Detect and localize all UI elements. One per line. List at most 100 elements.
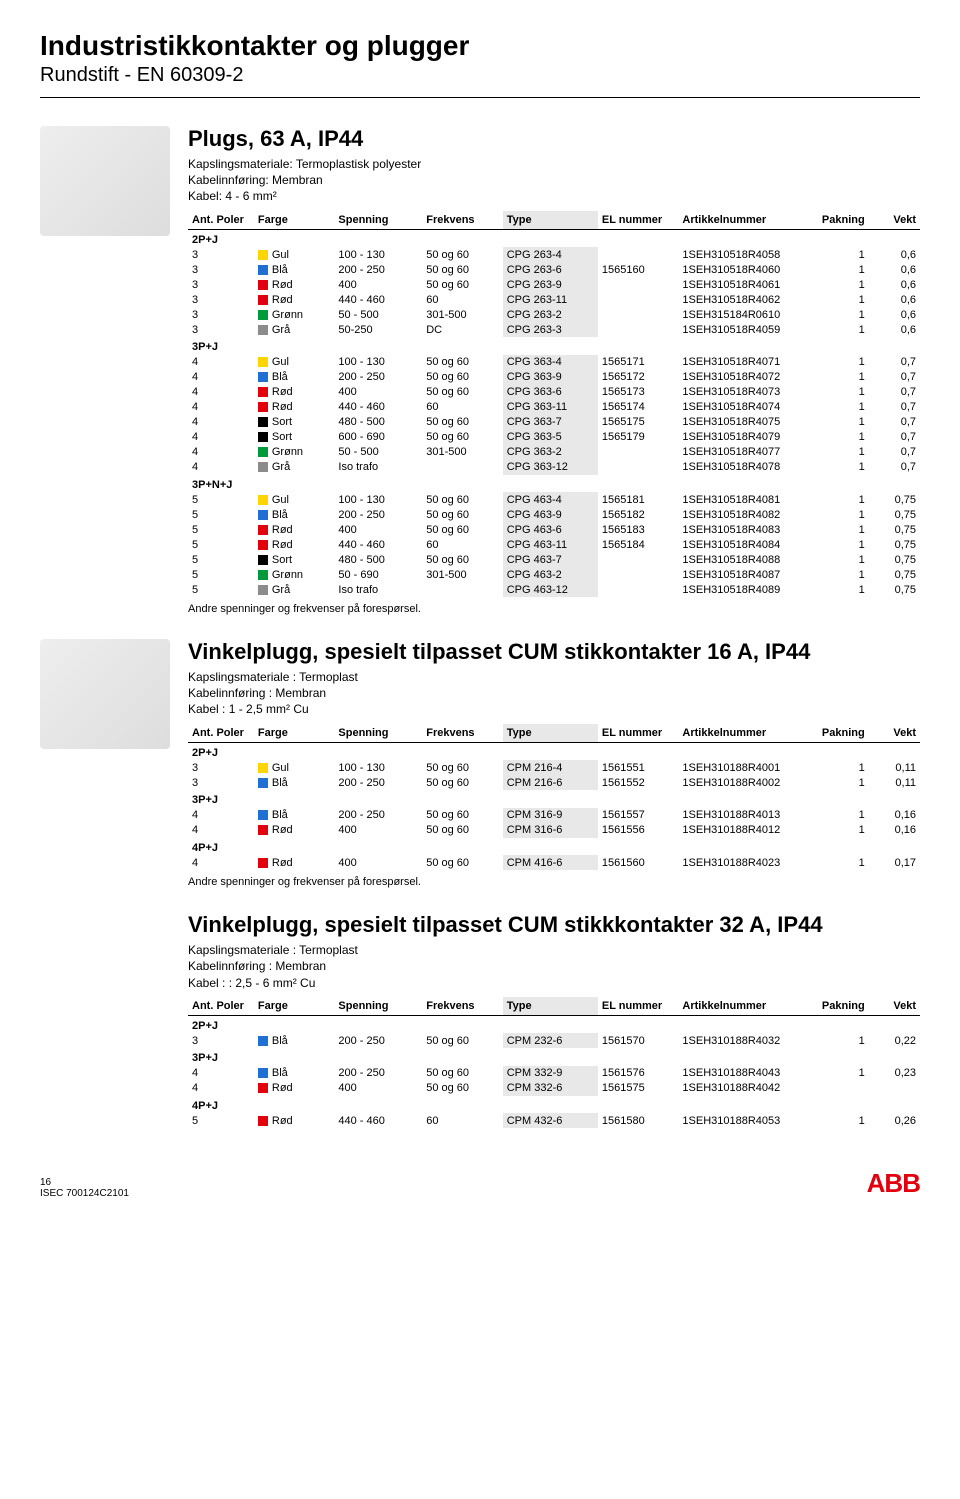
section-note: Andre spenninger og frekvenser på foresp… <box>188 876 920 888</box>
table-cell: 1561575 <box>598 1081 679 1096</box>
table-cell: 3 <box>188 277 254 292</box>
table-cell: 1 <box>817 292 868 307</box>
column-header: Ant. Poler <box>188 724 254 743</box>
column-header: Spenning <box>334 997 422 1016</box>
table-cell <box>598 307 679 322</box>
table-cell: Grå <box>254 460 335 475</box>
table-cell: 1SEH310188R4023 <box>678 855 817 870</box>
table-cell: 1 <box>817 855 868 870</box>
table-cell: 0,75 <box>869 522 920 537</box>
section-title: Vinkelplugg, spesielt tilpasset CUM stik… <box>188 639 920 665</box>
table-cell: Rød <box>254 823 335 838</box>
group-row: 3P+J <box>188 337 920 355</box>
color-swatch <box>258 858 268 868</box>
table-row: 4Rød40050 og 60CPG 363-615651731SEH31051… <box>188 385 920 400</box>
table-cell: 4 <box>188 823 254 838</box>
table-row: 3Grå50-250DCCPG 263-31SEH310518R405910,6 <box>188 322 920 337</box>
table-cell: Sort <box>254 415 335 430</box>
table-cell: 1SEH310518R4073 <box>678 385 817 400</box>
table-row: 4Sort600 - 69050 og 60CPG 363-515651791S… <box>188 430 920 445</box>
table-cell: 0,75 <box>869 567 920 582</box>
table-cell: 50 og 60 <box>422 823 503 838</box>
section-specs: Kapslingsmateriale : TermoplastKabelinnf… <box>188 669 920 718</box>
table-cell: 1SEH310518R4083 <box>678 522 817 537</box>
table-cell: 1 <box>817 1113 868 1128</box>
color-swatch <box>258 417 268 427</box>
table-cell: 1SEH310188R4042 <box>678 1081 817 1096</box>
table-cell: CPG 363-4 <box>503 355 598 370</box>
table-cell: 1SEH310188R4032 <box>678 1033 817 1048</box>
table-cell: 400 <box>334 522 422 537</box>
color-swatch <box>258 1116 268 1126</box>
table-cell: 1565184 <box>598 537 679 552</box>
table-cell: 1SEH310518R4082 <box>678 507 817 522</box>
page-heading: Industristikkontakter og plugger <box>40 30 920 62</box>
table-row: 4Blå200 - 25050 og 60CPM 332-915615761SE… <box>188 1066 920 1081</box>
table-cell: 1SEH310518R4081 <box>678 492 817 507</box>
color-swatch <box>258 432 268 442</box>
table-cell: 0,6 <box>869 247 920 262</box>
table-cell: CPG 463-7 <box>503 552 598 567</box>
table-row: 3Gul100 - 13050 og 60CPG 263-41SEH310518… <box>188 247 920 262</box>
table-cell: 1SEH310518R4087 <box>678 567 817 582</box>
table-cell: 4 <box>188 430 254 445</box>
table-cell: CPG 363-12 <box>503 460 598 475</box>
table-cell: 1 <box>817 247 868 262</box>
table-cell: 1565181 <box>598 492 679 507</box>
color-swatch <box>258 310 268 320</box>
table-cell: CPG 463-6 <box>503 522 598 537</box>
table-cell: Blå <box>254 262 335 277</box>
table-cell: Rød <box>254 1081 335 1096</box>
table-cell: 3 <box>188 1033 254 1048</box>
table-cell: 5 <box>188 522 254 537</box>
color-swatch <box>258 357 268 367</box>
group-row: 2P+J <box>188 229 920 247</box>
table-cell: 0,7 <box>869 370 920 385</box>
color-swatch <box>258 325 268 335</box>
table-cell: 301-500 <box>422 567 503 582</box>
table-cell: 0,7 <box>869 430 920 445</box>
table-cell: CPG 363-2 <box>503 445 598 460</box>
table-row: 4Sort480 - 50050 og 60CPG 363-715651751S… <box>188 415 920 430</box>
table-cell: 1SEH310518R4058 <box>678 247 817 262</box>
table-cell: 200 - 250 <box>334 1066 422 1081</box>
table-cell: 50 - 500 <box>334 445 422 460</box>
table-cell: 200 - 250 <box>334 370 422 385</box>
table-cell: 1 <box>817 567 868 582</box>
table-cell: Grønn <box>254 567 335 582</box>
table-cell: 4 <box>188 355 254 370</box>
table-cell: CPG 463-9 <box>503 507 598 522</box>
color-swatch <box>258 447 268 457</box>
section-title: Vinkelplugg, spesielt tilpasset CUM stik… <box>188 912 920 938</box>
color-swatch <box>258 1036 268 1046</box>
table-cell: 1SEH310188R4043 <box>678 1066 817 1081</box>
table-cell: 1561551 <box>598 760 679 775</box>
table-cell: 1SEH310188R4012 <box>678 823 817 838</box>
table-cell: Rød <box>254 277 335 292</box>
table-cell: 0,6 <box>869 307 920 322</box>
table-cell: 60 <box>422 537 503 552</box>
table-cell: 1SEH310518R4072 <box>678 370 817 385</box>
table-cell: Rød <box>254 537 335 552</box>
table-cell <box>422 582 503 597</box>
table-cell: Rød <box>254 400 335 415</box>
table-cell: CPG 263-4 <box>503 247 598 262</box>
table-cell: 1565183 <box>598 522 679 537</box>
column-header: Type <box>503 724 598 743</box>
table-cell: 0,11 <box>869 775 920 790</box>
table-cell: Blå <box>254 808 335 823</box>
table-cell: 1561557 <box>598 808 679 823</box>
table-cell: 0,16 <box>869 808 920 823</box>
table-cell: 3 <box>188 775 254 790</box>
table-row: 5GråIso trafoCPG 463-121SEH310518R408910… <box>188 582 920 597</box>
table-cell: 1 <box>817 522 868 537</box>
table-cell: 200 - 250 <box>334 1033 422 1048</box>
table-cell: CPM 216-6 <box>503 775 598 790</box>
color-swatch <box>258 387 268 397</box>
table-cell: 480 - 500 <box>334 415 422 430</box>
table-cell: 1SEH310518R4079 <box>678 430 817 445</box>
table-cell: 50 og 60 <box>422 385 503 400</box>
table-cell <box>598 322 679 337</box>
table-cell: 1 <box>817 823 868 838</box>
table-row: 4Rød40050 og 60CPM 416-615615601SEH31018… <box>188 855 920 870</box>
